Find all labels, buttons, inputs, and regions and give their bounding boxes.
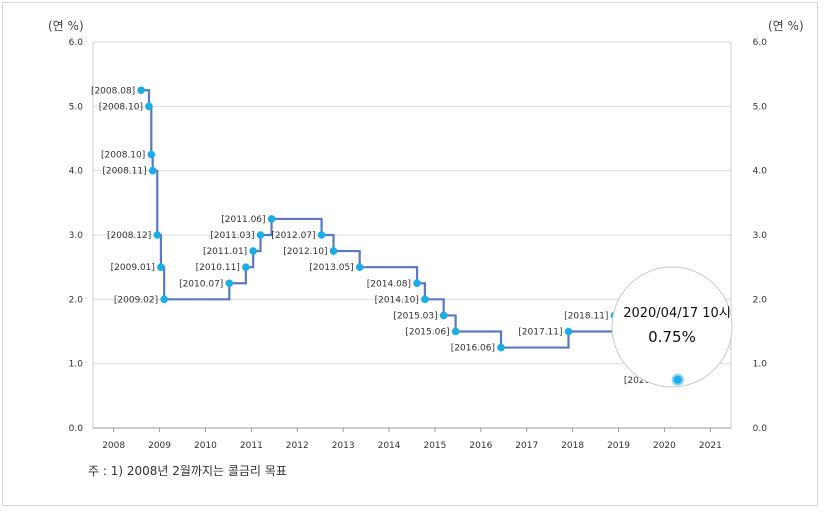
data-point[interactable] [497, 343, 505, 352]
x-tick-label: 2012 [286, 441, 309, 451]
data-label: [2008.11] [102, 167, 146, 177]
data-label: [2017.11] [518, 328, 562, 338]
data-point[interactable] [225, 279, 234, 288]
data-point[interactable] [153, 231, 162, 239]
data-point[interactable] [145, 102, 153, 111]
data-label: [2012.10] [283, 247, 327, 257]
x-tick-label: 2017 [515, 441, 538, 451]
data-point[interactable] [160, 295, 168, 304]
x-tick-labels: 2008 2009 2010 2011 2012 2013 2014 2015 2016 2017… [102, 428, 722, 451]
tooltip-value: 0.75% [648, 328, 696, 346]
data-label: [2008.10] [101, 151, 145, 161]
data-label: [2018.11] [564, 311, 608, 321]
data-label: [2008.10] [99, 102, 143, 112]
hover-tooltip: 2020/04/17 10시 0.75% [611, 266, 733, 388]
x-tick-label: 2020 [653, 441, 676, 451]
y-tick-label: 0.0 [753, 424, 768, 434]
data-point[interactable] [147, 150, 156, 159]
y-unit-right: (연 %) [768, 19, 804, 33]
x-tick-label: 2016 [469, 441, 492, 451]
data-point[interactable] [451, 327, 460, 336]
x-tick-label: 2019 [607, 441, 630, 451]
data-label: [2010.07] [179, 279, 223, 289]
data-point[interactable] [137, 86, 145, 95]
data-label: [2015.06] [405, 328, 449, 338]
data-point[interactable] [421, 295, 429, 304]
data-label: [2008.08] [91, 86, 135, 96]
y-tick-label: 0.0 [69, 424, 84, 434]
y-tick-label: 3.0 [69, 231, 84, 241]
x-tick-label: 2009 [148, 441, 171, 451]
y-tick-label: 2.0 [69, 295, 84, 305]
data-point[interactable] [267, 215, 276, 223]
y-tick-label: 4.0 [753, 167, 768, 177]
data-label: [2009.01] [111, 263, 155, 273]
x-tick-label: 2008 [102, 441, 125, 451]
data-label: [2014.08] [367, 279, 411, 289]
footnote: 주 : 1) 2008년 2월까지는 콜금리 목표 [88, 464, 287, 478]
data-label: [2015.03] [393, 311, 437, 321]
x-tick-label: 2018 [561, 441, 584, 451]
data-label: [2016.06] [451, 344, 495, 354]
tooltip-time: 2020/04/17 10시 [623, 306, 731, 321]
data-label: [2008.12] [107, 231, 151, 241]
data-label: [2011.03] [210, 231, 254, 241]
data-point[interactable] [242, 263, 250, 271]
y-unit-left: (연 %) [48, 19, 84, 33]
data-point[interactable] [564, 327, 573, 336]
data-point[interactable] [148, 166, 157, 175]
x-tick-label: 2013 [332, 441, 355, 451]
tooltip-bubble [611, 266, 733, 388]
x-tick-label: 2011 [240, 441, 263, 451]
y-tick-label: 6.0 [69, 38, 84, 48]
data-labels: [2008.08] [2008.10] [2008.10] [2008.11] [200… [91, 86, 668, 386]
y-tick-label: 4.0 [69, 167, 84, 177]
x-tick-label: 2014 [378, 441, 401, 451]
chart-frame [2, 2, 818, 506]
data-point[interactable] [329, 247, 338, 255]
data-point[interactable] [249, 247, 257, 255]
x-tick-label: 2015 [423, 441, 446, 451]
x-tick-label: 2021 [699, 441, 722, 451]
data-label: [2010.11] [196, 263, 240, 273]
data-point[interactable] [317, 231, 326, 239]
data-point[interactable] [355, 263, 364, 271]
y-tick-label: 1.0 [753, 360, 768, 370]
data-label: [2012.07] [271, 231, 315, 241]
y-tick-labels-left: 0.0 1.0 2.0 3.0 4.0 5.0 6.0 [69, 38, 84, 434]
data-point[interactable] [256, 231, 265, 239]
x-tick-label: 2010 [194, 441, 217, 451]
y-tick-label: 5.0 [69, 102, 84, 112]
data-label: [2011.01] [203, 247, 247, 257]
data-label: [2014.10] [375, 295, 419, 305]
data-label: [2009.02] [114, 295, 158, 305]
data-label: [2013.05] [309, 263, 353, 273]
y-tick-labels-right: 0.0 1.0 2.0 3.0 4.0 5.0 6.0 [753, 38, 768, 434]
data-point[interactable] [439, 311, 448, 320]
data-point[interactable] [413, 279, 421, 288]
data-label: [2011.06] [221, 215, 265, 225]
y-tick-label: 2.0 [753, 295, 768, 305]
hovered-point[interactable] [671, 373, 684, 386]
y-tick-label: 3.0 [753, 231, 768, 241]
y-tick-label: 6.0 [753, 38, 768, 48]
data-points [137, 86, 678, 384]
y-tick-label: 5.0 [753, 102, 768, 112]
y-tick-label: 1.0 [69, 360, 84, 370]
data-point[interactable] [157, 263, 165, 271]
